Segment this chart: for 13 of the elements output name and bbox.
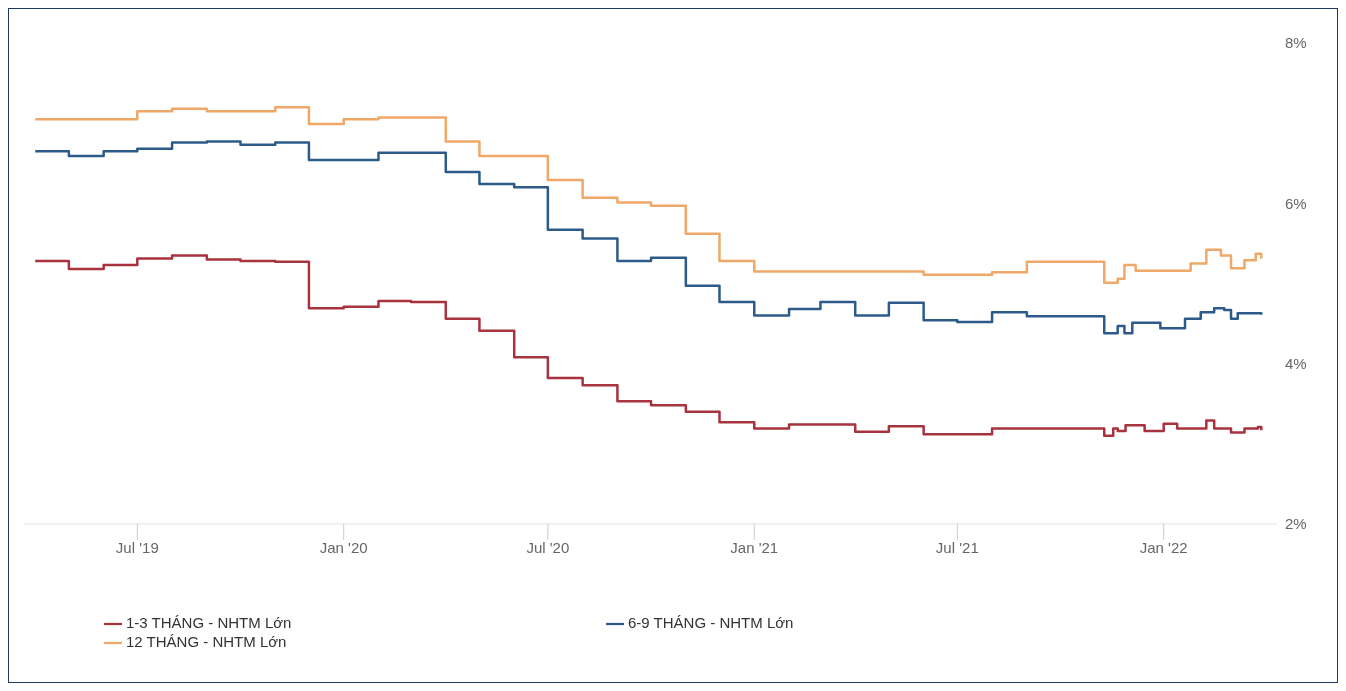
y-tick-label: 8% (1285, 34, 1307, 52)
legend-label: 12 THÁNG - NHTM Lớn (126, 632, 288, 650)
y-tick-label: 4% (1285, 354, 1307, 372)
y-tick-label: 2% (1285, 515, 1307, 533)
x-tick-label: Jan '22 (1139, 538, 1188, 556)
x-tick-label: Jul '21 (935, 538, 979, 556)
x-tick-label: Jan '20 (319, 538, 368, 556)
x-tick-label: Jul '19 (115, 538, 159, 556)
legend-label: 6-9 THÁNG - NHTM Lớn (628, 613, 795, 631)
legend-label: 1-3 THÁNG - NHTM Lớn (126, 613, 293, 631)
x-tick-label: Jul '20 (526, 538, 570, 556)
x-tick-label: Jan '21 (730, 538, 779, 556)
y-tick-label: 6% (1285, 194, 1307, 212)
